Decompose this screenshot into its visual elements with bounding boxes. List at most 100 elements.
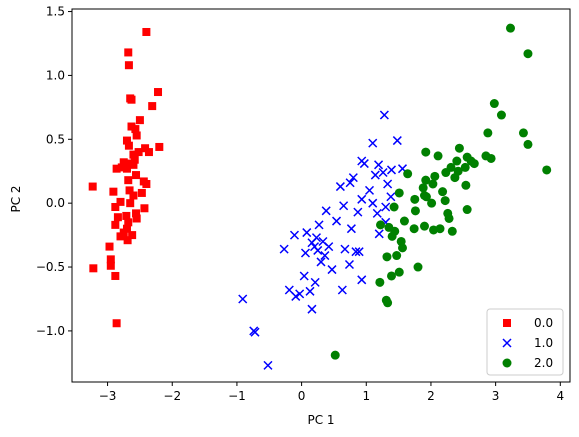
legend-marker-x <box>502 338 512 348</box>
point-circle <box>460 162 470 172</box>
point-square <box>119 158 128 167</box>
point-circle <box>518 128 528 138</box>
point-x <box>381 202 391 212</box>
point-circle <box>382 252 392 262</box>
point-circle <box>389 202 399 212</box>
point-square <box>112 319 121 328</box>
point-square <box>112 164 121 173</box>
point-circle <box>523 139 533 149</box>
legend: 0.0 1.0 2.0 <box>486 308 564 376</box>
point-circle <box>421 175 431 185</box>
point-x <box>348 173 358 183</box>
point-x <box>379 110 389 120</box>
point-square <box>89 264 98 273</box>
point-x <box>331 216 342 226</box>
point-square <box>124 176 133 185</box>
point-circle <box>394 267 404 277</box>
point-square <box>124 159 133 168</box>
point-circle <box>397 243 407 253</box>
point-x <box>357 275 367 285</box>
point-x <box>300 248 311 258</box>
point-circle <box>419 221 429 231</box>
point-circle <box>542 165 552 175</box>
point-x <box>314 220 324 230</box>
x-tick-label: −1 <box>228 389 246 403</box>
point-x <box>368 198 378 208</box>
y-tick-label: −0.5 <box>36 260 65 274</box>
point-square <box>113 213 122 222</box>
x-tick-label: −2 <box>163 389 181 403</box>
point-circle <box>523 49 533 59</box>
point-x <box>327 265 337 275</box>
point-square <box>109 187 118 196</box>
point-square <box>154 88 163 97</box>
point-square <box>105 242 114 251</box>
point-square <box>111 202 120 211</box>
point-square <box>132 209 141 218</box>
point-square <box>111 220 120 229</box>
point-square <box>132 214 141 223</box>
x-tick-label: −3 <box>99 389 117 403</box>
point-x <box>250 327 260 337</box>
point-circle <box>454 143 464 153</box>
y-tick-label: 1.5 <box>46 5 65 19</box>
point-square <box>132 171 141 180</box>
point-circle <box>447 226 457 236</box>
point-square <box>124 61 133 70</box>
y-tick-label: 0.5 <box>46 132 65 146</box>
axes-frame <box>71 8 571 383</box>
point-square <box>132 131 141 140</box>
point-circle <box>489 99 499 109</box>
point-square <box>130 155 139 164</box>
legend-label: 0.0 <box>534 316 553 330</box>
point-square <box>88 182 97 191</box>
point-square <box>140 204 149 213</box>
y-tick-label: 1.0 <box>46 68 65 82</box>
point-x <box>351 247 361 257</box>
point-circle <box>386 271 396 281</box>
point-x <box>340 244 350 254</box>
point-circle <box>394 188 404 198</box>
point-square <box>137 188 146 197</box>
point-x <box>392 136 402 146</box>
point-circle <box>387 231 397 241</box>
point-square <box>124 141 133 150</box>
point-x <box>353 207 363 217</box>
point-x <box>279 244 289 254</box>
point-square <box>124 48 133 57</box>
point-circle <box>410 206 420 216</box>
point-circle <box>421 147 431 157</box>
point-circle <box>441 168 451 178</box>
point-x <box>345 178 355 188</box>
x-tick-label: 4 <box>556 389 564 403</box>
point-circle <box>413 262 423 272</box>
y-axis: −1.0 −0.5 0.0 0.5 1.0 1.5 <box>36 5 72 338</box>
point-circle <box>399 216 409 226</box>
legend-marker-circle <box>502 358 512 368</box>
point-x <box>344 259 354 270</box>
point-circle <box>505 23 515 33</box>
point-circle <box>429 225 439 235</box>
x-axis: −3 −2 −1 0 1 2 3 4 <box>99 382 564 403</box>
point-x <box>386 192 396 202</box>
point-square <box>117 163 126 172</box>
point-circle <box>428 179 438 189</box>
point-square <box>111 271 120 280</box>
point-square <box>106 261 115 270</box>
point-x <box>374 160 384 170</box>
point-circle <box>462 205 472 215</box>
point-circle <box>444 213 454 223</box>
point-x <box>289 230 300 240</box>
point-x <box>320 251 330 261</box>
point-x <box>337 285 347 295</box>
point-x <box>378 167 388 178</box>
point-circle <box>427 198 437 208</box>
point-square <box>116 197 125 206</box>
point-square <box>126 199 135 208</box>
point-x <box>372 208 382 218</box>
point-circle <box>452 156 462 166</box>
point-square <box>129 160 138 169</box>
x-tick-label: 3 <box>492 389 500 403</box>
